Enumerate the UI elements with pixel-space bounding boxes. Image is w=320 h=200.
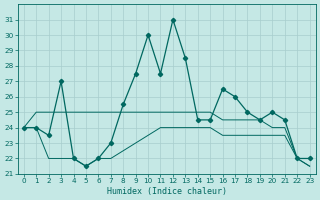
- X-axis label: Humidex (Indice chaleur): Humidex (Indice chaleur): [107, 187, 227, 196]
